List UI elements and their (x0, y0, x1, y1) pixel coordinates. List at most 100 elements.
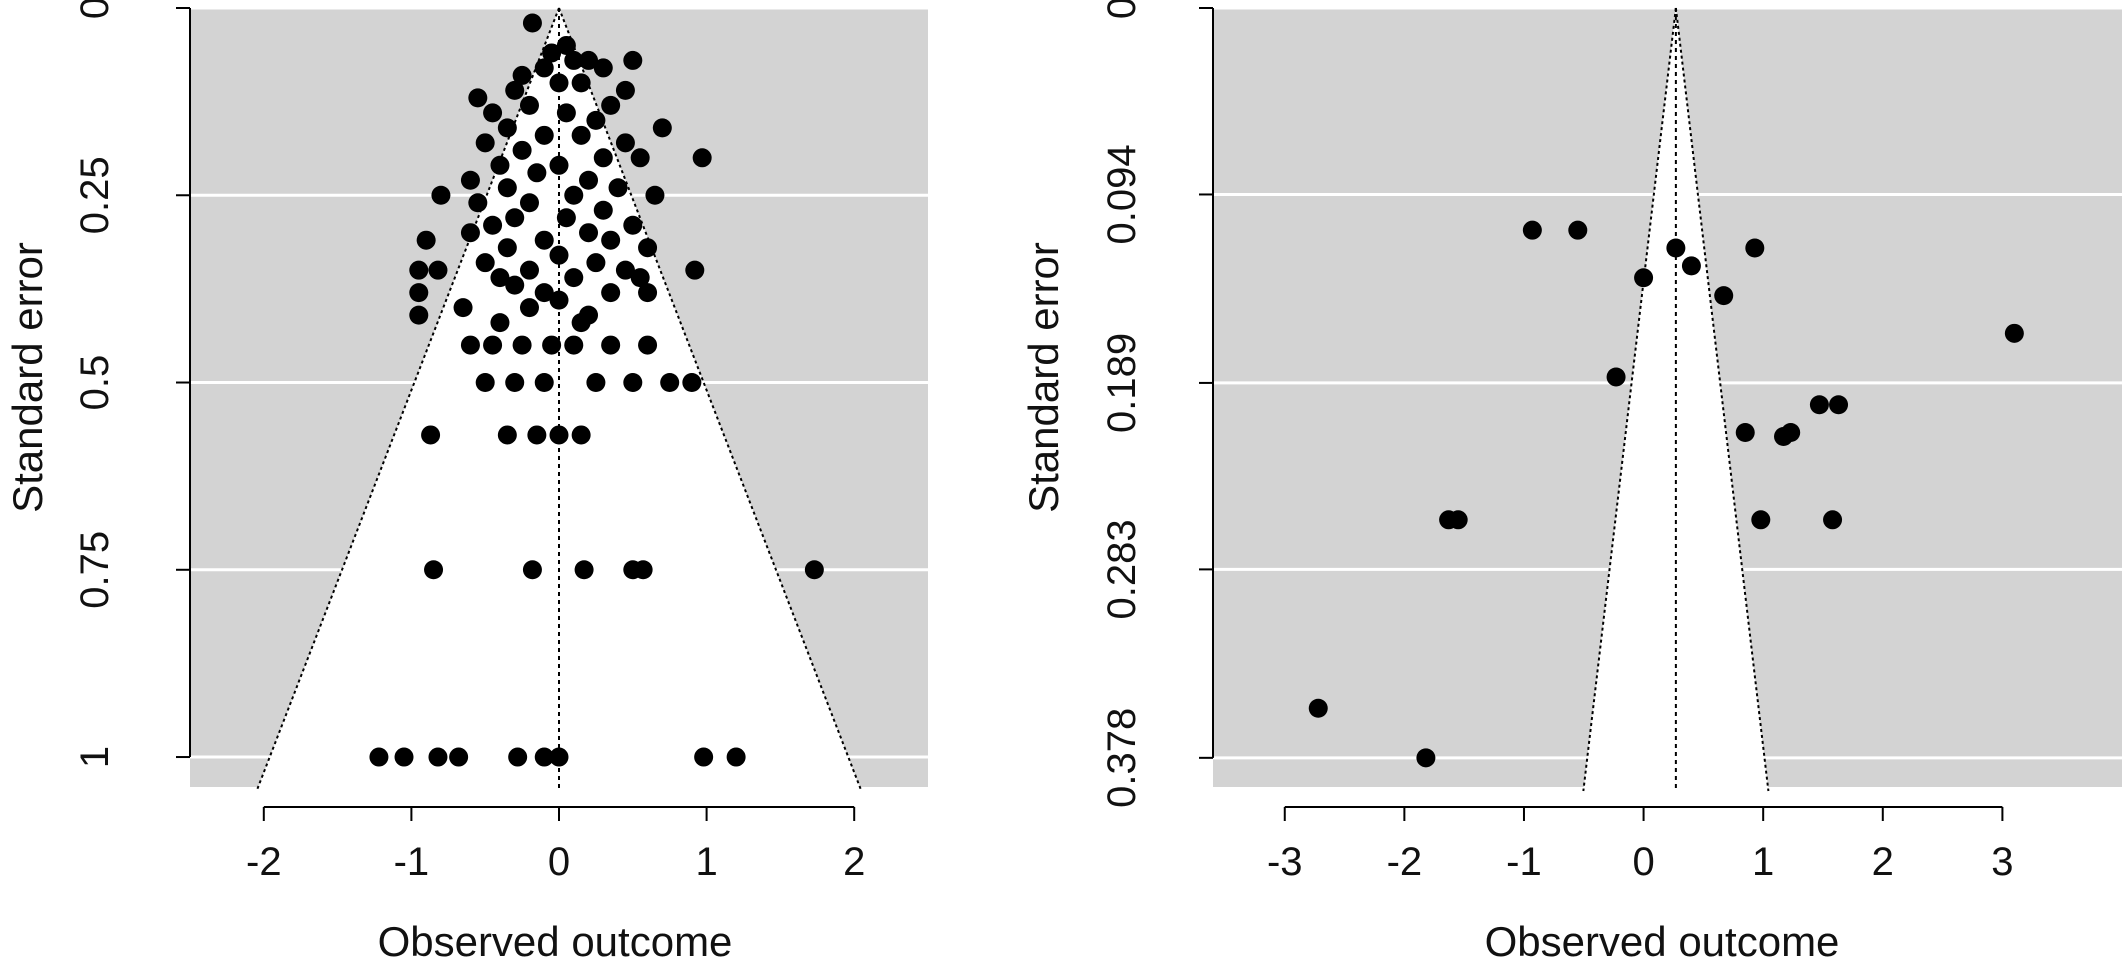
data-point (564, 268, 584, 288)
data-point (556, 208, 576, 228)
x-tick-label: 2 (843, 840, 865, 884)
data-point (534, 230, 554, 250)
y-tick-label: 0.189 (1100, 333, 1144, 433)
data-point (519, 95, 539, 115)
data-point (1823, 510, 1843, 530)
data-point (394, 747, 414, 767)
data-point (549, 290, 569, 310)
data-point (633, 560, 653, 580)
data-point (623, 373, 643, 393)
data-point (623, 50, 643, 70)
data-point (505, 275, 525, 295)
data-point (615, 260, 635, 280)
data-point (1308, 698, 1328, 718)
data-point (682, 373, 702, 393)
funnel-right-edge (558, 7, 863, 792)
data-point (475, 373, 495, 393)
data-point (1522, 220, 1542, 240)
data-point (1448, 510, 1468, 530)
data-point (1745, 238, 1765, 258)
data-point (1634, 268, 1654, 288)
data-point (608, 178, 628, 198)
data-point (468, 193, 488, 213)
y-tick-label: 0.25 (73, 156, 117, 234)
y-tick-label: 0 (73, 0, 117, 19)
data-point (549, 425, 569, 445)
data-point (660, 373, 680, 393)
data-point (416, 230, 436, 250)
y-axis-title: Standard error (1020, 242, 1067, 513)
data-point (574, 560, 594, 580)
data-point (534, 125, 554, 145)
funnel-region (256, 8, 862, 791)
data-point (645, 185, 665, 205)
data-point (475, 133, 495, 153)
data-point (1735, 423, 1755, 443)
data-point (505, 373, 525, 393)
data-point (483, 215, 503, 235)
data-point (726, 747, 746, 767)
data-point (534, 283, 554, 303)
x-tick-label: -3 (1267, 840, 1303, 884)
y-axis-title: Standard error (4, 242, 51, 513)
data-point (505, 80, 525, 100)
y-tick-label: 0 (1100, 0, 1144, 19)
data-point (460, 223, 480, 243)
data-point (564, 185, 584, 205)
data-point (409, 260, 429, 280)
data-point (512, 65, 532, 85)
data-point (369, 747, 389, 767)
data-point (431, 185, 451, 205)
data-point (522, 13, 542, 33)
data-point (428, 260, 448, 280)
data-point (1781, 423, 1801, 443)
data-point (571, 73, 591, 93)
data-point (549, 73, 569, 93)
data-point (2004, 323, 2024, 343)
data-point (519, 260, 539, 280)
data-point (579, 170, 599, 190)
data-point (453, 298, 473, 318)
data-point (527, 163, 547, 183)
data-point (428, 747, 448, 767)
data-point (505, 208, 525, 228)
data-point (542, 335, 562, 355)
data-point (409, 283, 429, 303)
data-point (652, 118, 672, 138)
x-tick-label: -1 (1506, 840, 1542, 884)
data-point (508, 747, 528, 767)
data-point (571, 313, 591, 333)
data-point (638, 283, 658, 303)
data-point (579, 50, 599, 70)
data-point (534, 373, 554, 393)
data-point (519, 298, 539, 318)
data-point (549, 747, 569, 767)
data-point (460, 170, 480, 190)
data-point (409, 305, 429, 325)
data-point (534, 58, 554, 78)
data-point (490, 313, 510, 333)
data-point (556, 35, 576, 55)
y-tick-label: 0.378 (1100, 708, 1144, 808)
chart-panel-2: 0 0.094 0.189 0.283 0.378 -3 -2 -1 0 1 2 3 Observed … (1020, 0, 2122, 961)
x-tick-label: -1 (394, 840, 430, 884)
y-tick-label: 1 (73, 746, 117, 768)
data-point (519, 193, 539, 213)
data-point (475, 253, 495, 273)
x-axis-title: Observed outcome (1485, 918, 1840, 961)
funnel-left-edge (255, 7, 560, 792)
x-tick-label: -2 (1387, 840, 1423, 884)
data-point (586, 253, 606, 273)
x-tick-label: 0 (1632, 840, 1654, 884)
data-point (556, 103, 576, 123)
x-axis-title: Observed outcome (378, 918, 733, 961)
data-point (1809, 395, 1829, 415)
data-point (468, 88, 488, 108)
data-point (601, 335, 621, 355)
x-tick-label: 1 (1752, 840, 1774, 884)
data-point (586, 373, 606, 393)
data-point (601, 230, 621, 250)
y-tick-label: 0.094 (1100, 144, 1144, 244)
x-tick-label: 1 (695, 840, 717, 884)
